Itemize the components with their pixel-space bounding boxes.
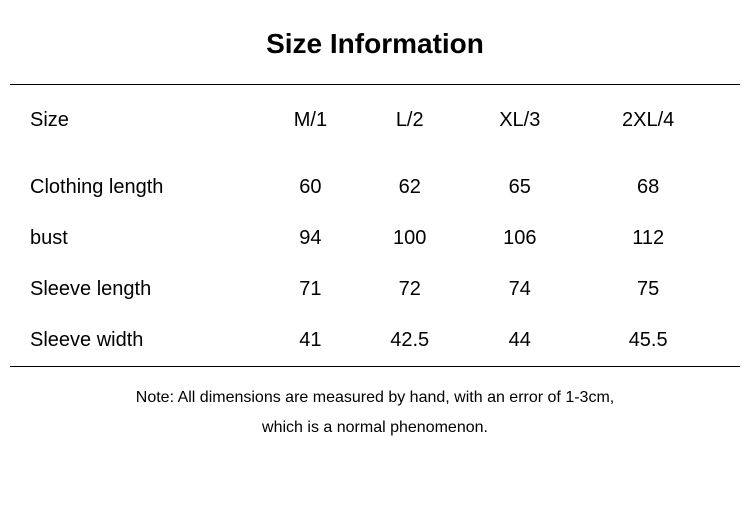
cell: 44 (463, 315, 576, 366)
cell: 106 (463, 213, 576, 264)
cell: 94 (265, 213, 357, 264)
cell: 68 (576, 162, 720, 213)
table-row: Sleeve width 41 42.5 44 45.5 (30, 315, 720, 366)
table-row: Size M/1 L/2 XL/3 2XL/4 (30, 85, 720, 162)
cell: 72 (356, 264, 463, 315)
cell: 100 (356, 213, 463, 264)
row-label: Sleeve width (30, 315, 265, 366)
page-title: Size Information (0, 0, 750, 84)
row-label: bust (30, 213, 265, 264)
table-row: bust 94 100 106 112 (30, 213, 720, 264)
cell: 62 (356, 162, 463, 213)
cell: 45.5 (576, 315, 720, 366)
cell: 41 (265, 315, 357, 366)
row-label: Size (30, 85, 265, 162)
row-label: Clothing length (30, 162, 265, 213)
size-info-container: Size Information Size M/1 L/2 XL/3 2XL/4… (0, 0, 750, 444)
cell: 71 (265, 264, 357, 315)
cell: 65 (463, 162, 576, 213)
cell: 42.5 (356, 315, 463, 366)
footnote: Note: All dimensions are measured by han… (0, 367, 750, 444)
table-row: Sleeve length 71 72 74 75 (30, 264, 720, 315)
cell: 2XL/4 (576, 85, 720, 162)
cell: 112 (576, 213, 720, 264)
row-label: Sleeve length (30, 264, 265, 315)
footnote-line2: which is a normal phenomenon. (262, 419, 488, 436)
table-row: Clothing length 60 62 65 68 (30, 162, 720, 213)
cell: XL/3 (463, 85, 576, 162)
cell: L/2 (356, 85, 463, 162)
cell: 60 (265, 162, 357, 213)
cell: 74 (463, 264, 576, 315)
cell: M/1 (265, 85, 357, 162)
footnote-line1: Note: All dimensions are measured by han… (136, 389, 614, 406)
cell: 75 (576, 264, 720, 315)
size-table: Size M/1 L/2 XL/3 2XL/4 Clothing length … (30, 85, 720, 366)
